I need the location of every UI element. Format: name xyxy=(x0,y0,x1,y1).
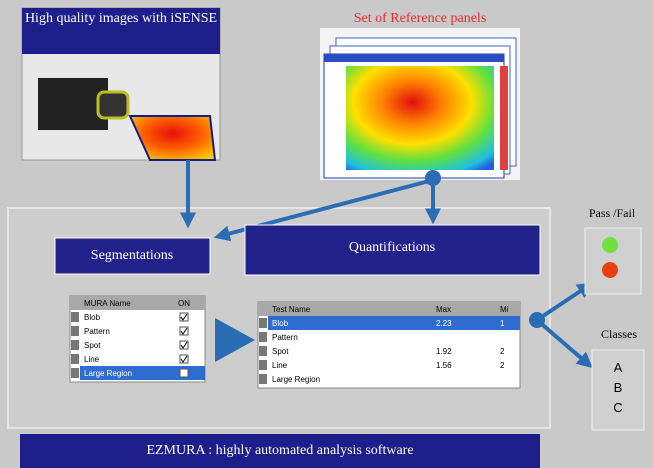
pass-fail-title: Pass /Fail xyxy=(589,206,636,220)
arrow xyxy=(535,282,594,322)
pass-light xyxy=(602,237,618,253)
row-max: 1.92 xyxy=(436,347,452,356)
row-index xyxy=(71,354,79,364)
panel-heatmap xyxy=(346,66,494,170)
seg-title: Segmentations xyxy=(91,248,173,263)
row-name: Large Region xyxy=(84,369,132,378)
classes-box xyxy=(591,349,645,431)
checkbox xyxy=(179,340,189,350)
row-name: Large Region xyxy=(272,375,320,384)
panel-scale xyxy=(500,66,508,170)
checkbox xyxy=(179,368,189,378)
checkbox xyxy=(179,312,189,322)
image-title: High quality images with iSENSE xyxy=(25,11,217,26)
row-index xyxy=(71,340,79,350)
row-name: Blob xyxy=(272,319,289,328)
seg-table-head xyxy=(70,296,205,310)
check xyxy=(180,313,188,321)
node xyxy=(529,312,545,328)
row-min: 1 xyxy=(500,319,505,328)
fail-light xyxy=(602,262,618,278)
row-highlight xyxy=(80,366,205,380)
class-label: B xyxy=(614,380,623,395)
row-index xyxy=(259,318,267,328)
row-index xyxy=(259,360,267,370)
row-index xyxy=(71,368,79,378)
class-label: A xyxy=(614,360,623,375)
quant-title: Quantifications xyxy=(349,240,435,255)
arrow xyxy=(535,318,593,369)
row-name: Spot xyxy=(272,347,289,356)
camera xyxy=(38,78,108,130)
quant-header xyxy=(244,224,541,276)
column-header: ON xyxy=(178,299,190,308)
reference-title: Set of Reference panels xyxy=(354,11,487,26)
column-header: Test Name xyxy=(272,305,311,314)
column-header: Mi xyxy=(500,305,509,314)
row-highlight xyxy=(268,316,520,330)
checkbox xyxy=(179,326,189,336)
footer-bar xyxy=(20,434,540,468)
checkbox xyxy=(179,354,189,364)
row-name: Spot xyxy=(84,341,101,350)
seg-header xyxy=(54,237,211,275)
column-header: Max xyxy=(436,305,451,314)
class-list: ABC xyxy=(613,360,622,415)
row-min: 2 xyxy=(500,347,505,356)
image-header xyxy=(22,8,220,54)
camera-lens xyxy=(96,90,130,120)
row-index xyxy=(71,312,79,322)
check xyxy=(180,327,188,335)
node xyxy=(425,170,441,186)
row-index xyxy=(259,332,267,342)
arrows xyxy=(180,160,594,369)
row-name: Pattern xyxy=(84,327,110,336)
class-label: C xyxy=(613,400,622,415)
row-max: 2.23 xyxy=(436,319,452,328)
column-header: MURA Name xyxy=(84,299,131,308)
row-index xyxy=(259,346,267,356)
camera-image xyxy=(128,115,217,161)
row-name: Line xyxy=(84,355,100,364)
check xyxy=(180,341,188,349)
check xyxy=(180,355,188,363)
row-name: Line xyxy=(272,361,288,370)
row-name: Pattern xyxy=(272,333,298,342)
row-index xyxy=(71,326,79,336)
classes-title: Classes xyxy=(601,327,637,341)
tables: MURA Name ON Blob Pattern Spot Line Large Regi… xyxy=(69,295,521,389)
panel-titlebar xyxy=(324,54,504,62)
row-max: 1.56 xyxy=(436,361,452,370)
row-index xyxy=(259,374,267,384)
row-min: 2 xyxy=(500,361,505,370)
row-name: Blob xyxy=(84,313,101,322)
footer-title: EZMURA : highly automated analysis softw… xyxy=(146,443,413,458)
quant-table-head xyxy=(258,302,520,316)
flow-arrow xyxy=(215,318,255,362)
